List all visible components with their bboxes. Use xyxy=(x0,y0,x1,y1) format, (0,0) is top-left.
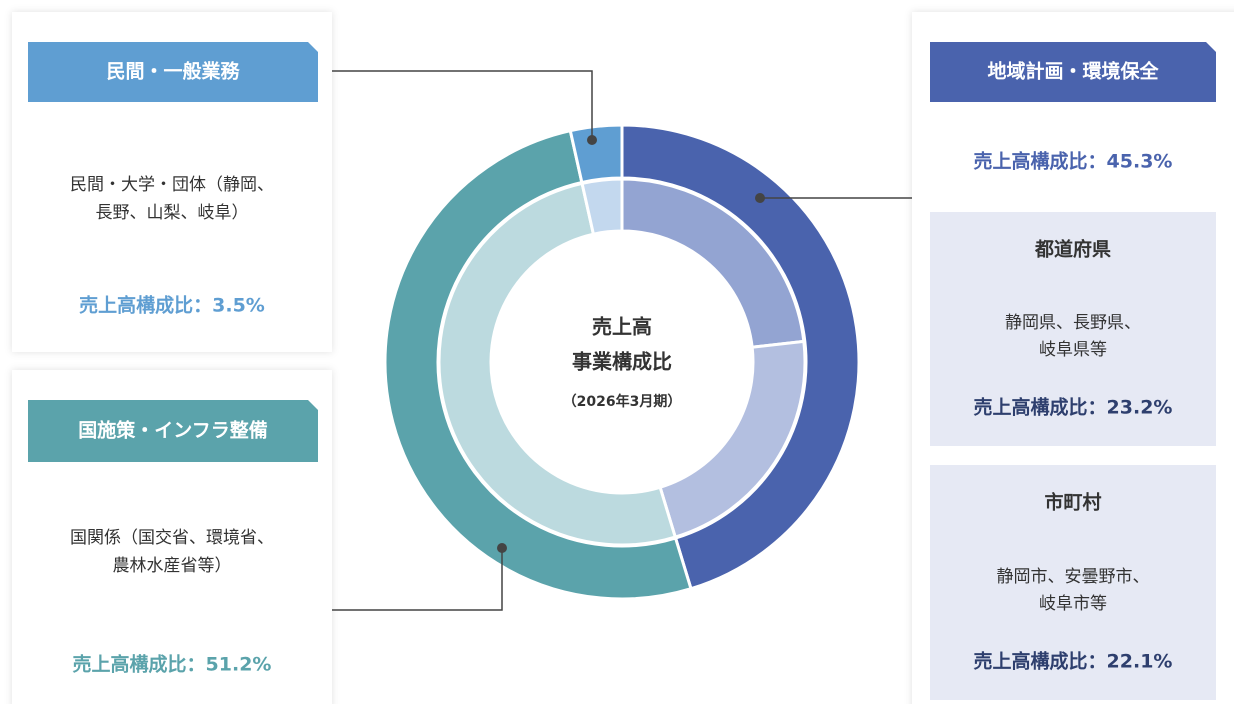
center-title: 売上高 xyxy=(592,315,652,339)
header: 民間・一般業務 xyxy=(106,60,240,83)
leader-line xyxy=(332,70,593,140)
description: 静岡市、安曇野市、 xyxy=(997,567,1150,587)
description: 岐阜県等 xyxy=(1039,340,1107,360)
description: 民間・大学・団体（静岡、 xyxy=(70,175,274,195)
donut xyxy=(383,123,861,601)
header: 国施策・インフラ整備 xyxy=(78,419,267,442)
header: 地域計画・環境保全 xyxy=(987,60,1159,83)
card-header xyxy=(930,42,1216,102)
value-label: 売上高構成比：45.3% xyxy=(974,150,1173,173)
description: 岐阜市等 xyxy=(1039,594,1107,614)
value-label: 売上高構成比：22.1% xyxy=(974,650,1173,673)
description: 静岡県、長野県、 xyxy=(1005,313,1141,333)
value-label: 売上高構成比：23.2% xyxy=(974,396,1173,419)
leader-line xyxy=(332,548,503,611)
sub-card xyxy=(930,212,1216,446)
description: 農林水産省等） xyxy=(113,556,232,576)
donut-segment xyxy=(437,181,678,547)
leader-dot xyxy=(755,193,765,203)
sub-title: 市町村 xyxy=(1044,491,1101,514)
leader-dot xyxy=(587,135,597,145)
value-label: 売上高構成比：3.5% xyxy=(79,294,265,317)
card-header xyxy=(28,42,318,102)
center-title: 事業構成比 xyxy=(572,350,672,374)
description: 長野、山梨、岐阜） xyxy=(96,203,249,223)
description: 国関係（国交省、環境省、 xyxy=(70,528,274,548)
value-label: 売上高構成比：51.2% xyxy=(73,653,272,676)
center-subtitle: （2026年3月期） xyxy=(563,393,682,410)
leader-dot xyxy=(497,543,507,553)
donut-segment xyxy=(580,177,624,236)
sub-title: 都道府県 xyxy=(1034,238,1111,261)
sub-card xyxy=(930,465,1216,700)
card-header xyxy=(28,400,318,462)
